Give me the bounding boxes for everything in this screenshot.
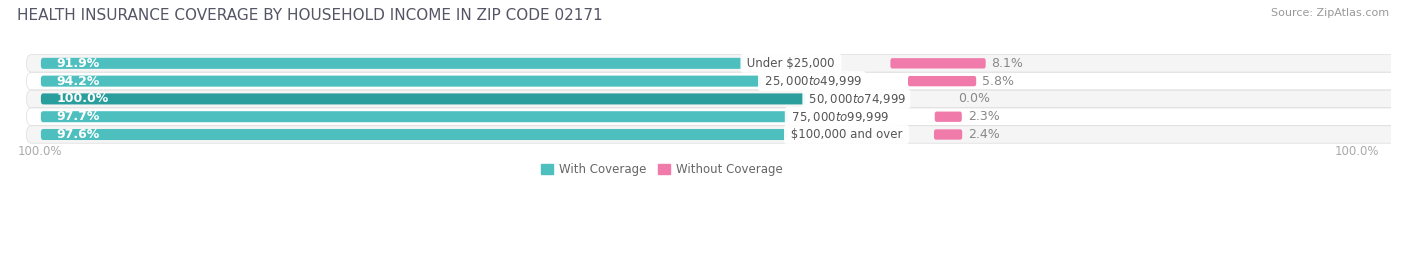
Text: 2.3%: 2.3%	[967, 110, 1000, 123]
FancyBboxPatch shape	[41, 76, 761, 87]
FancyBboxPatch shape	[41, 93, 806, 104]
Legend: With Coverage, Without Coverage: With Coverage, Without Coverage	[536, 158, 787, 181]
FancyBboxPatch shape	[27, 55, 1403, 72]
Text: 100.0%: 100.0%	[56, 93, 108, 105]
Text: 94.2%: 94.2%	[56, 75, 100, 88]
FancyBboxPatch shape	[41, 129, 787, 140]
FancyBboxPatch shape	[27, 126, 1403, 143]
Text: 97.7%: 97.7%	[56, 110, 100, 123]
Text: Source: ZipAtlas.com: Source: ZipAtlas.com	[1271, 8, 1389, 18]
Text: 8.1%: 8.1%	[991, 57, 1024, 70]
Text: $25,000 to $49,999: $25,000 to $49,999	[761, 74, 863, 88]
FancyBboxPatch shape	[27, 90, 1403, 108]
Text: $100,000 and over: $100,000 and over	[787, 128, 907, 141]
FancyBboxPatch shape	[935, 112, 962, 122]
Text: 97.6%: 97.6%	[56, 128, 100, 141]
FancyBboxPatch shape	[27, 72, 1403, 90]
FancyBboxPatch shape	[41, 111, 787, 122]
FancyBboxPatch shape	[908, 76, 976, 86]
FancyBboxPatch shape	[41, 58, 744, 69]
Text: 100.0%: 100.0%	[1334, 145, 1379, 158]
Text: $50,000 to $74,999: $50,000 to $74,999	[806, 92, 907, 106]
Text: 2.4%: 2.4%	[969, 128, 1000, 141]
Text: 91.9%: 91.9%	[56, 57, 100, 70]
FancyBboxPatch shape	[27, 108, 1403, 125]
Text: 100.0%: 100.0%	[17, 145, 62, 158]
Text: HEALTH INSURANCE COVERAGE BY HOUSEHOLD INCOME IN ZIP CODE 02171: HEALTH INSURANCE COVERAGE BY HOUSEHOLD I…	[17, 8, 603, 23]
Text: 0.0%: 0.0%	[959, 93, 990, 105]
Text: $75,000 to $99,999: $75,000 to $99,999	[787, 110, 890, 124]
Text: Under $25,000: Under $25,000	[744, 57, 838, 70]
FancyBboxPatch shape	[934, 129, 962, 140]
Text: 5.8%: 5.8%	[981, 75, 1014, 88]
FancyBboxPatch shape	[890, 58, 986, 69]
